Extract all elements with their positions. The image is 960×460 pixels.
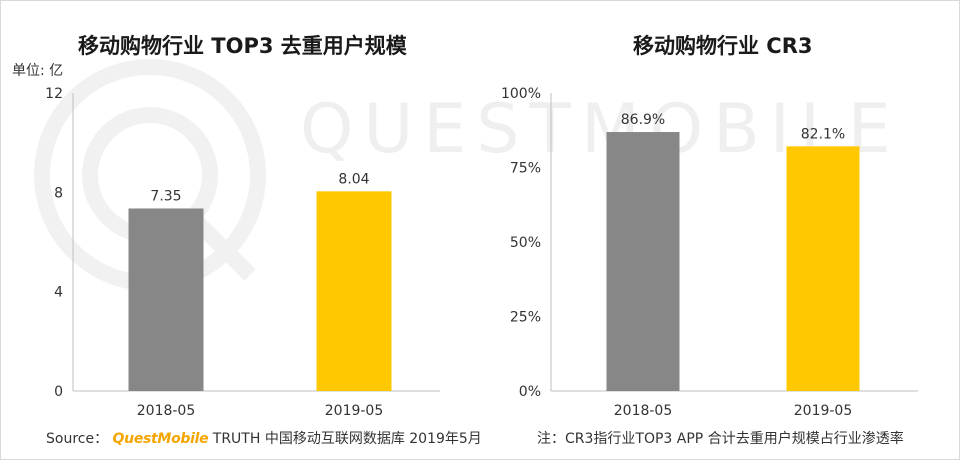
right-chart-title: 移动购物行业 CR3 <box>633 34 813 58</box>
source-text: TRUTH 中国移动互联网数据库 2019年5月 <box>212 431 482 447</box>
unit-label: 单位: 亿 <box>12 63 64 79</box>
y-tick-label: 50% <box>510 235 541 251</box>
left-chart-title: 移动购物行业 TOP3 去重用户规模 <box>78 34 407 58</box>
y-tick-label: 4 <box>54 285 63 301</box>
questmobile-brand: QuestMobile <box>112 431 209 447</box>
y-tick-label: 0 <box>54 384 63 400</box>
bar <box>786 146 860 391</box>
x-tick-label: 2019-05 <box>325 403 384 419</box>
y-tick-label: 25% <box>510 310 541 326</box>
y-tick-label: 75% <box>510 161 541 177</box>
y-tick-label: 12 <box>45 86 63 102</box>
source-prefix: Source： <box>46 431 109 447</box>
data-label: 82.1% <box>801 126 845 142</box>
bar <box>316 191 392 391</box>
note-footer: 注：CR3指行业TOP3 APP 合计去重用户规模占行业渗透率 <box>537 431 904 447</box>
x-tick-label: 2018-05 <box>137 403 196 419</box>
x-tick-label: 2018-05 <box>614 403 673 419</box>
bar <box>128 208 204 391</box>
y-tick-label: 8 <box>54 185 63 201</box>
data-label: 86.9% <box>621 112 665 128</box>
data-label: 7.35 <box>150 188 181 204</box>
bar <box>606 132 680 391</box>
x-tick-label: 2019-05 <box>794 403 853 419</box>
y-tick-label: 0% <box>519 384 541 400</box>
source-footer: Source： QuestMobile TRUTH 中国移动互联网数据库 201… <box>46 428 482 448</box>
y-tick-label: 100% <box>501 86 541 102</box>
data-label: 8.04 <box>338 171 369 187</box>
